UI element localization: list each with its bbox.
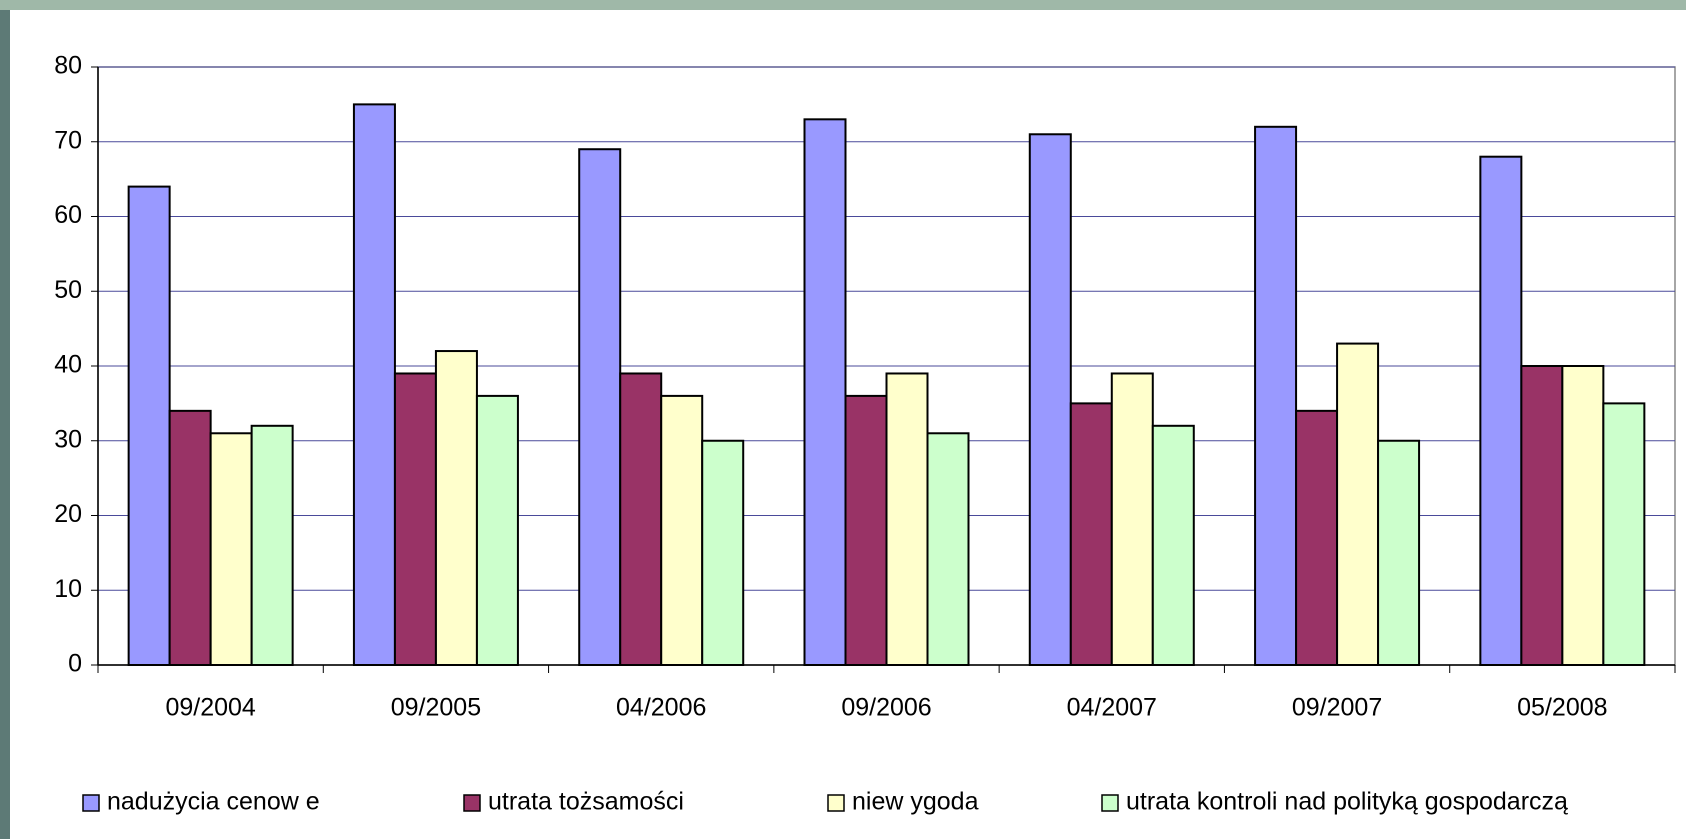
bar <box>926 432 970 666</box>
bar <box>660 394 704 666</box>
bar <box>1151 424 1195 666</box>
y-tick-label: 70 <box>54 126 82 154</box>
bar <box>352 103 396 666</box>
legend-label: utrata kontroli nad polityką gospodarczą <box>1126 788 1568 816</box>
y-tick-label: 10 <box>54 575 82 603</box>
x-tick-label: 09/2004 <box>165 694 255 722</box>
bar <box>619 372 663 666</box>
bar <box>1520 365 1564 666</box>
legend-label: utrata tożsamości <box>488 788 684 816</box>
bar <box>1110 372 1154 666</box>
bar <box>578 148 622 667</box>
bar <box>434 350 478 666</box>
bar <box>168 409 212 666</box>
bar <box>1295 409 1339 666</box>
x-tick-label: 09/2007 <box>1292 694 1382 722</box>
x-tick-label: 05/2008 <box>1517 694 1607 722</box>
bar <box>1479 155 1523 666</box>
legend-swatch <box>1101 794 1119 812</box>
bar <box>701 439 745 666</box>
bar <box>1602 402 1646 666</box>
bar <box>885 372 929 666</box>
y-tick-label: 30 <box>54 425 82 453</box>
bar <box>209 432 253 666</box>
legend-swatch <box>82 794 100 812</box>
bar <box>1069 402 1113 666</box>
x-tick-label: 09/2005 <box>391 694 481 722</box>
bar <box>475 394 519 666</box>
legend-swatch <box>827 794 845 812</box>
x-tick-label: 04/2007 <box>1067 694 1157 722</box>
y-tick-label: 60 <box>54 201 82 229</box>
bar <box>393 372 437 666</box>
bar <box>803 118 847 666</box>
x-tick-label: 04/2006 <box>616 694 706 722</box>
bar <box>1336 342 1380 666</box>
bar <box>1254 125 1298 667</box>
y-tick-label: 0 <box>68 650 82 678</box>
y-tick-label: 80 <box>54 52 82 80</box>
bar <box>127 185 171 666</box>
y-tick-label: 40 <box>54 351 82 379</box>
bar <box>1561 365 1605 666</box>
x-tick-label: 09/2006 <box>841 694 931 722</box>
y-tick-label: 20 <box>54 500 82 528</box>
bar <box>1028 133 1072 666</box>
top-strip <box>0 0 1686 10</box>
legend-label: nadużycia cenow e <box>107 788 320 816</box>
legend-swatch <box>463 794 481 812</box>
legend-label: niew ygoda <box>852 788 979 816</box>
y-tick-label: 50 <box>54 276 82 304</box>
bar <box>1377 439 1421 666</box>
bar <box>844 394 888 666</box>
bar <box>250 424 294 666</box>
